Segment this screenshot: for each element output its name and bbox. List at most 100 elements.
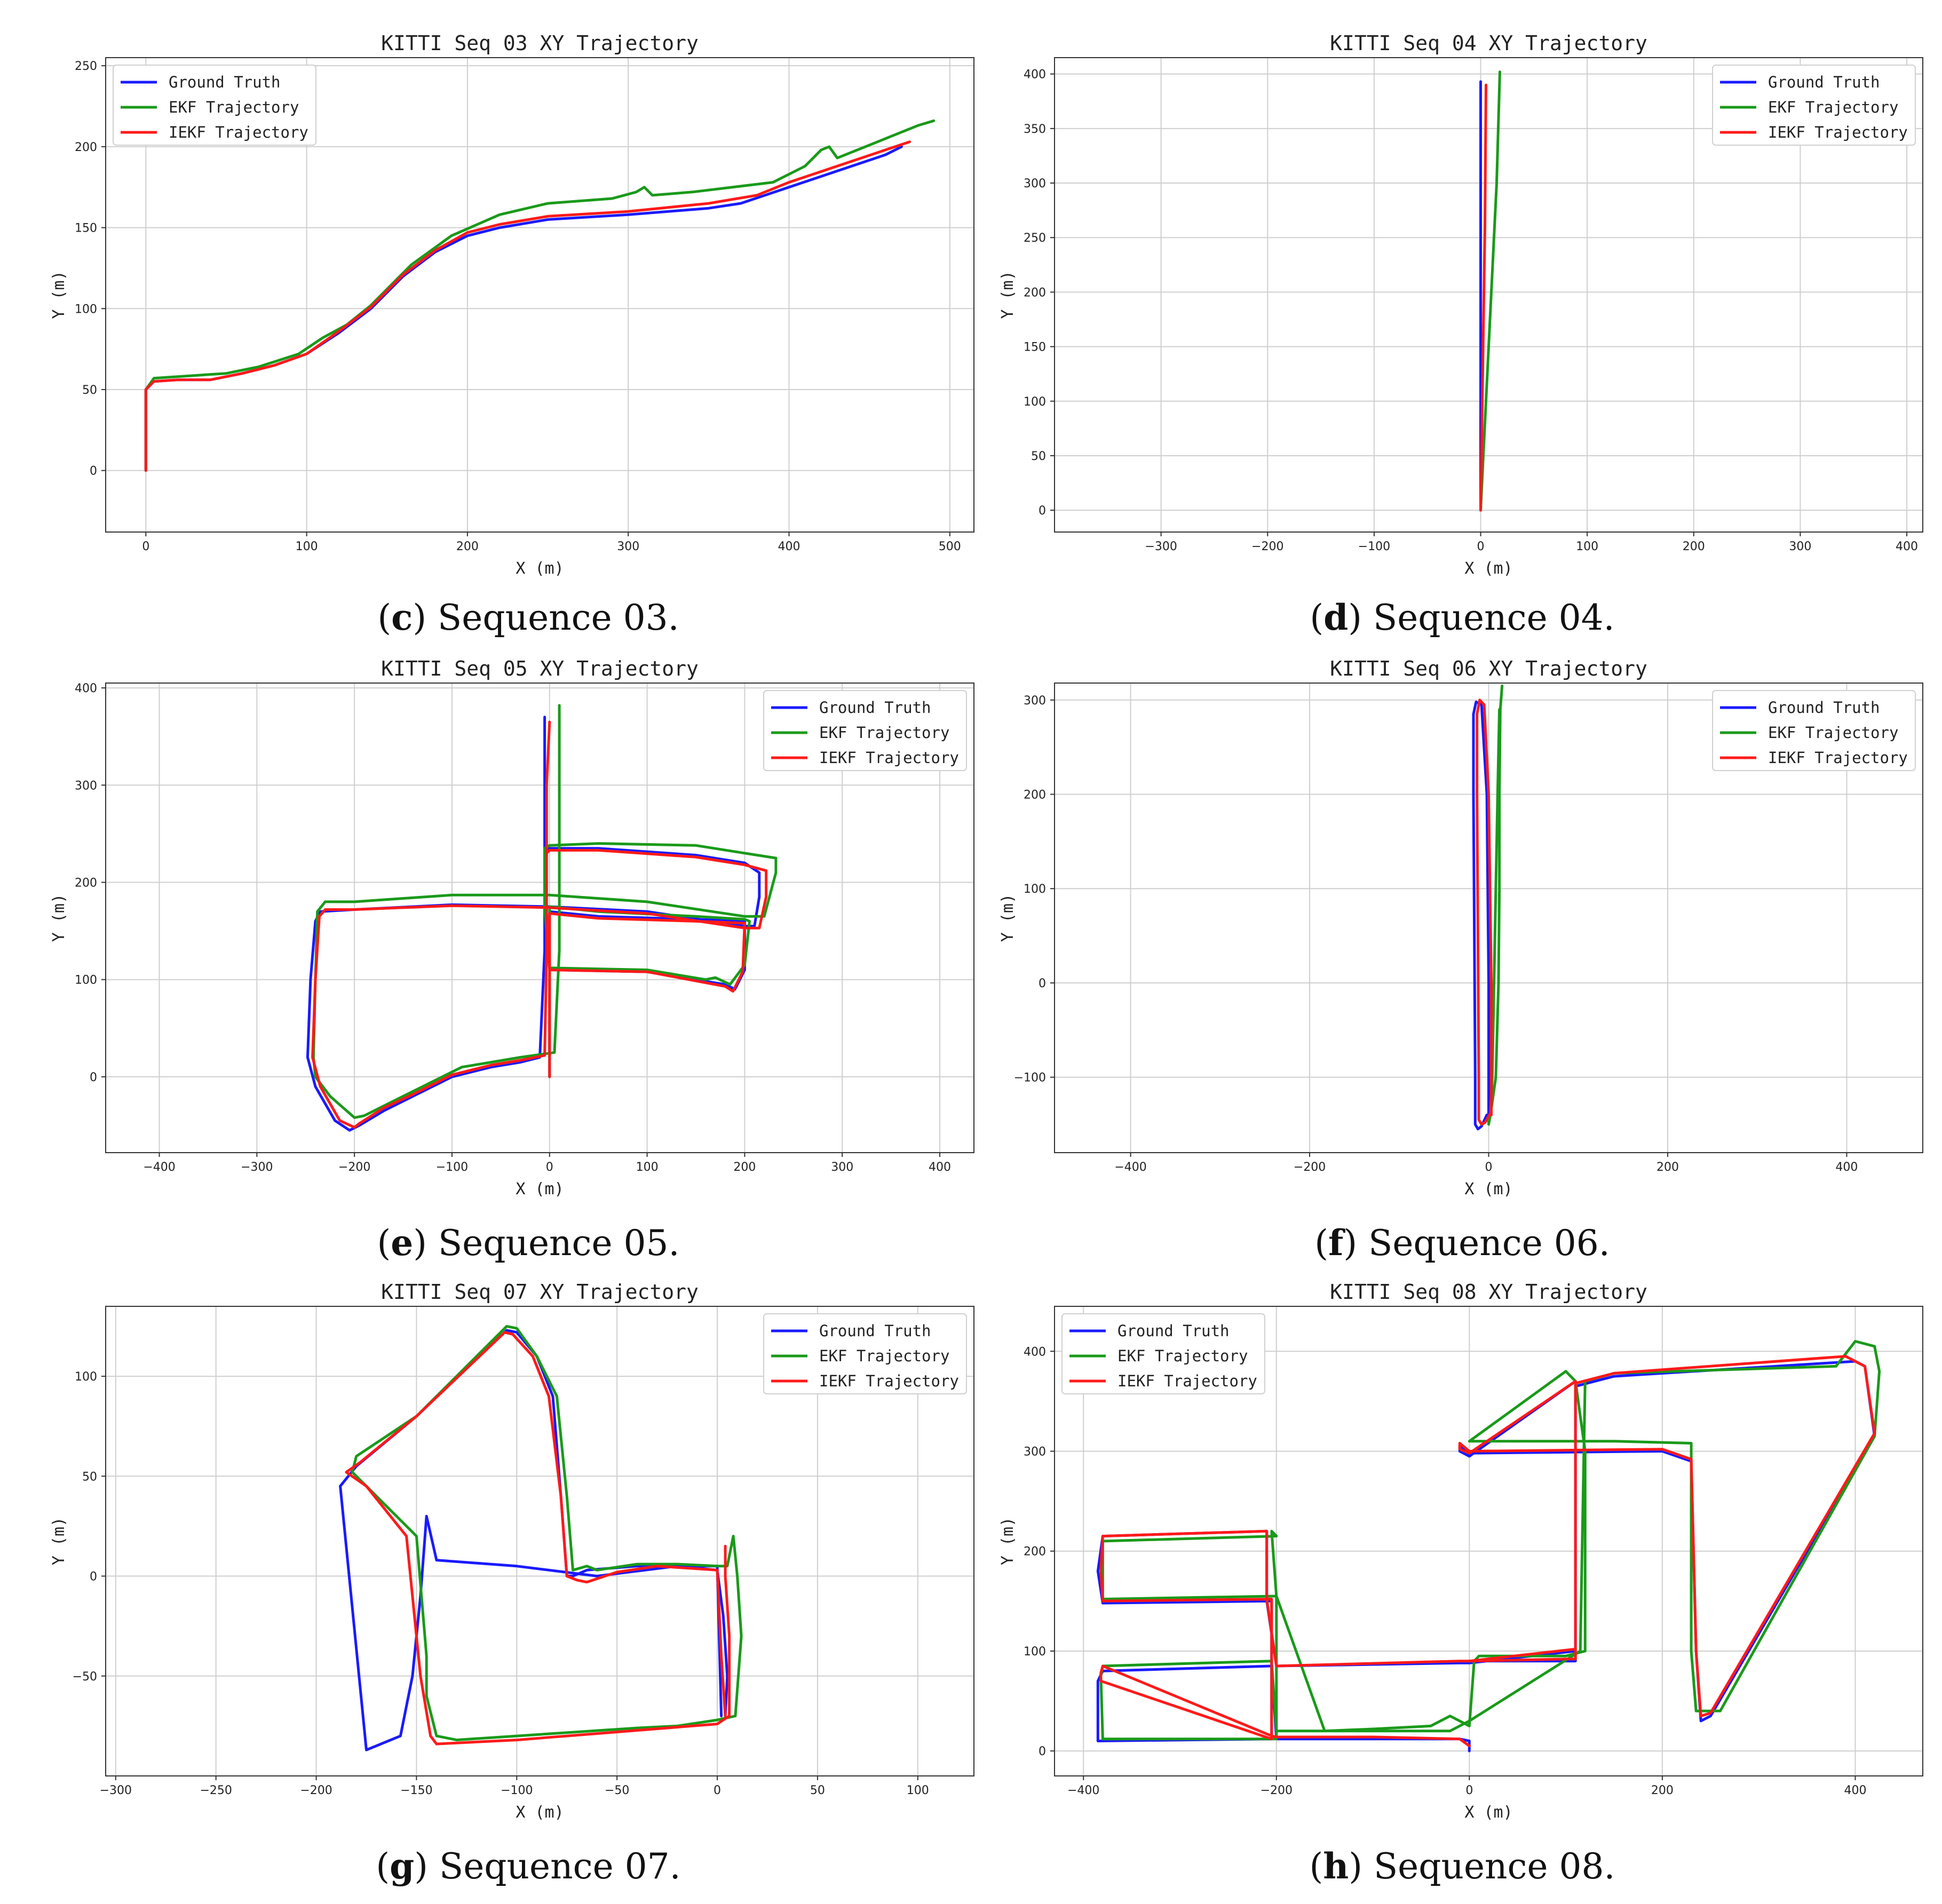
figure-caption: (e) Sequence 05. bbox=[377, 1222, 679, 1264]
x-tick-label: 300 bbox=[1789, 540, 1811, 553]
chart-2: −300 −200 −100 0 100 200 300 400 0 50 100 150 200 250… bbox=[998, 31, 1923, 578]
legend-box bbox=[1712, 690, 1916, 771]
series-line-iekf bbox=[144, 140, 911, 472]
y-tick-label: 200 bbox=[75, 141, 97, 154]
figure-caption: (g) Sequence 07. bbox=[376, 1845, 680, 1887]
y-tick-label: 150 bbox=[75, 222, 97, 235]
x-tick-label: −100 bbox=[501, 1784, 533, 1797]
plot-frame bbox=[1054, 1306, 1923, 1776]
series-line-ground-truth bbox=[306, 716, 761, 1132]
x-tick-label: 300 bbox=[831, 1161, 853, 1174]
y-tick-label: 300 bbox=[1024, 1445, 1046, 1458]
y-tick-label: 250 bbox=[1024, 232, 1046, 245]
x-tick-label: −150 bbox=[400, 1784, 432, 1797]
caption-letter: c bbox=[391, 597, 413, 638]
y-tick-label: −100 bbox=[1014, 1072, 1046, 1085]
legend-box bbox=[763, 1313, 967, 1394]
x-tick-label: 100 bbox=[1576, 540, 1598, 553]
x-tick-label: 400 bbox=[1835, 1161, 1858, 1174]
x-tick-label: 100 bbox=[636, 1161, 659, 1174]
y-tick-label: −50 bbox=[73, 1670, 97, 1684]
x-tick-label: −200 bbox=[300, 1784, 332, 1797]
legend-entry: EKF Trajectory bbox=[1768, 724, 1898, 742]
figure-caption: (f) Sequence 06. bbox=[1314, 1222, 1610, 1264]
series-line-iekf bbox=[311, 720, 768, 1129]
caption-letter: h bbox=[1323, 1845, 1349, 1887]
legend-box bbox=[1061, 1313, 1265, 1394]
x-tick-label: −400 bbox=[1114, 1161, 1146, 1174]
legend-entry: Ground Truth bbox=[1768, 73, 1880, 91]
caption-paren: ( bbox=[377, 597, 391, 638]
series-line-ground-truth bbox=[1096, 1360, 1876, 1752]
legend-entry: IEKF Trajectory bbox=[1768, 749, 1908, 767]
y-axis-label: Y (m) bbox=[50, 271, 68, 319]
caption-text: ) Sequence 06. bbox=[1343, 1223, 1610, 1264]
x-tick-label: 200 bbox=[1651, 1784, 1674, 1797]
legend: Ground Truth EKF Trajectory IEKF Trajector… bbox=[763, 1313, 967, 1394]
y-tick-label: 100 bbox=[75, 1370, 97, 1384]
legend: Ground Truth EKF Trajectory IEKF Trajector… bbox=[1712, 65, 1916, 146]
caption-letter: e bbox=[391, 1222, 413, 1264]
x-tick-label: −100 bbox=[1358, 540, 1390, 553]
caption-paren: ( bbox=[376, 1846, 390, 1887]
legend-entry: IEKF Trajectory bbox=[819, 1372, 959, 1390]
y-tick-label: 300 bbox=[75, 779, 97, 792]
chart-title: KITTI Seq 07 XY Trajectory bbox=[381, 1280, 699, 1304]
y-axis-label: Y (m) bbox=[998, 271, 1017, 319]
plot-frame bbox=[105, 57, 974, 533]
legend-box bbox=[763, 690, 967, 771]
y-tick-label: 0 bbox=[90, 465, 97, 478]
x-axis-label: X (m) bbox=[516, 559, 564, 578]
x-tick-label: 400 bbox=[1844, 1784, 1866, 1797]
legend-box bbox=[113, 65, 316, 146]
y-tick-label: 400 bbox=[75, 682, 97, 695]
x-tick-label: −100 bbox=[436, 1161, 468, 1174]
x-tick-label: 0 bbox=[1477, 540, 1485, 553]
figure-caption: (c) Sequence 03. bbox=[377, 597, 679, 638]
caption-text: ) Sequence 05. bbox=[413, 1223, 679, 1264]
chart-1: 0 100 200 300 400 500 0 50 100 150 200 250 KITTI Seq… bbox=[50, 31, 974, 578]
caption-paren: ( bbox=[1314, 1223, 1328, 1264]
x-tick-label: 200 bbox=[1656, 1161, 1679, 1174]
y-tick-label: 0 bbox=[1039, 504, 1046, 518]
caption-paren: ( bbox=[1310, 597, 1323, 638]
chart-6: −400 −200 0 200 400 0 100 200 300 400 KITTI Seq 08… bbox=[998, 1280, 1923, 1822]
y-tick-label: 100 bbox=[1024, 883, 1046, 896]
legend-entry: EKF Trajectory bbox=[169, 98, 299, 116]
chart-title: KITTI Seq 08 XY Trajectory bbox=[1330, 1280, 1647, 1304]
caption-paren: ( bbox=[377, 1223, 391, 1264]
legend-entry: IEKF Trajectory bbox=[1117, 1372, 1257, 1390]
legend-entry: IEKF Trajectory bbox=[1768, 123, 1908, 141]
x-tick-label: 0 bbox=[714, 1784, 721, 1797]
series-line-iekf bbox=[1479, 83, 1487, 512]
y-tick-label: 350 bbox=[1024, 123, 1046, 136]
x-tick-label: 100 bbox=[907, 1784, 929, 1797]
plot-frame bbox=[105, 683, 974, 1153]
y-tick-label: 200 bbox=[75, 876, 97, 890]
y-tick-label: 300 bbox=[1024, 694, 1046, 708]
x-tick-label: −300 bbox=[1145, 540, 1177, 553]
series-line-ekf bbox=[144, 119, 936, 472]
x-tick-label: −250 bbox=[200, 1784, 232, 1797]
caption-letter: g bbox=[390, 1845, 414, 1887]
figure-caption: (d) Sequence 04. bbox=[1310, 597, 1614, 638]
x-axis-label: X (m) bbox=[1464, 559, 1512, 578]
y-tick-label: 400 bbox=[1024, 1345, 1046, 1359]
x-tick-label: 400 bbox=[1896, 540, 1918, 553]
x-axis-label: X (m) bbox=[516, 1803, 564, 1822]
chart-3: −400 −300 −200 −100 0 100 200 300 400 0 100 200 300 4… bbox=[50, 657, 974, 1199]
caption-text: ) Sequence 07. bbox=[414, 1846, 680, 1887]
y-tick-label: 100 bbox=[1024, 1645, 1046, 1659]
chart-title: KITTI Seq 05 XY Trajectory bbox=[381, 657, 699, 680]
legend-entry: Ground Truth bbox=[819, 1322, 931, 1340]
caption-text: ) Sequence 08. bbox=[1349, 1846, 1615, 1887]
x-tick-label: 50 bbox=[810, 1784, 825, 1797]
x-tick-label: 500 bbox=[939, 540, 961, 553]
figure-caption: (h) Sequence 08. bbox=[1309, 1845, 1615, 1887]
legend-entry: Ground Truth bbox=[819, 699, 931, 717]
y-tick-label: 150 bbox=[1024, 341, 1046, 354]
legend-entry: Ground Truth bbox=[1117, 1322, 1230, 1340]
x-tick-label: −200 bbox=[1294, 1161, 1326, 1174]
plot-frame bbox=[105, 1306, 974, 1776]
y-tick-label: 100 bbox=[75, 303, 97, 316]
